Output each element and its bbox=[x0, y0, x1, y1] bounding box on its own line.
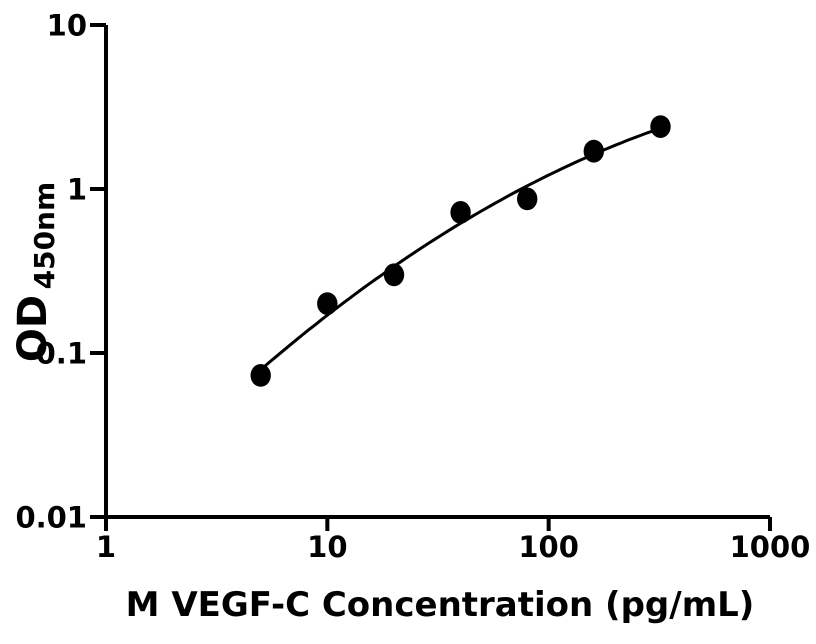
x-tick-label: 100 bbox=[518, 530, 579, 564]
y-tick-label: 10 bbox=[47, 9, 87, 43]
x-tick-label: 10 bbox=[307, 530, 347, 564]
data-point bbox=[383, 263, 405, 287]
x-tick-label: 1000 bbox=[730, 530, 811, 564]
x-tick-label: 1 bbox=[96, 530, 116, 564]
data-point bbox=[250, 364, 271, 387]
fit-curve bbox=[261, 126, 662, 370]
plot-layer bbox=[250, 115, 671, 387]
y-tick-label: 0.1 bbox=[36, 337, 87, 371]
y-tick-label: 1 bbox=[67, 173, 87, 207]
data-point bbox=[583, 139, 604, 163]
y-tick-label: 0.01 bbox=[15, 501, 87, 535]
data-point bbox=[650, 115, 671, 138]
data-point bbox=[517, 187, 538, 211]
y-axis-title-main: OD bbox=[10, 295, 56, 362]
data-point bbox=[450, 201, 471, 224]
axes-layer: 10 1 0.1 0.01 1 10 100 1000 bbox=[15, 9, 810, 565]
x-axis-title: M VEGF-C Concentration (pg/mL) bbox=[126, 585, 755, 625]
data-point bbox=[317, 292, 338, 315]
y-axis-title-subscript: 450nm bbox=[28, 182, 61, 290]
y-axis-title: OD 450nm bbox=[10, 182, 61, 362]
